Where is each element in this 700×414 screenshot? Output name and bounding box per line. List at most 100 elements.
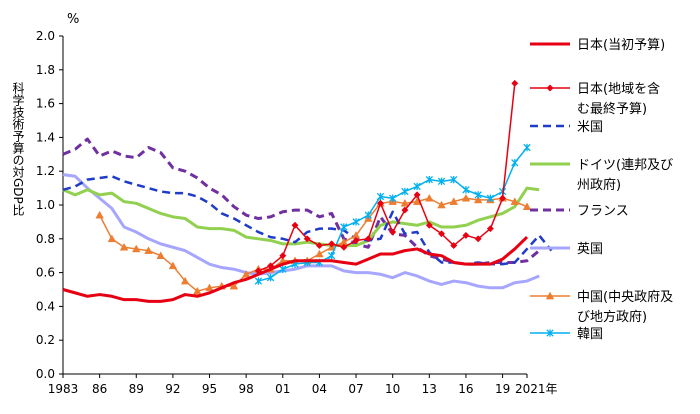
x-tick-label: 98 [239, 382, 254, 396]
legend-item-usa: 米国 [530, 120, 603, 135]
x-tick-label: 95 [202, 382, 217, 396]
y-tick-label: 2.0 [36, 29, 55, 43]
data-point-china [132, 244, 141, 253]
data-point-japan_local [425, 221, 433, 229]
y-tick-label: 1.6 [36, 97, 55, 111]
legend-label-japan_local: 日本(地域を含 [577, 81, 660, 97]
series-japan_local [254, 79, 519, 275]
data-point-korea [523, 143, 531, 152]
series-line-japan_local [258, 83, 516, 272]
y-tick-label: 1.2 [36, 164, 55, 178]
data-point-korea [340, 223, 348, 231]
axes: 0.0 0.2 0.4 0.6 0.8 1.0 1.2 1.4 1.6 1.8 2.0 1983 86 8… [36, 29, 558, 396]
x-tick-label: 1983 [48, 382, 79, 396]
data-point-korea [352, 218, 360, 226]
y-tick-label: 1.8 [36, 63, 55, 77]
series-line-japan [62, 236, 529, 303]
data-point-japan_local [401, 206, 409, 214]
data-point-japan_local [279, 252, 287, 260]
x-tick-label: 01 [275, 382, 290, 396]
y-tick-label: 0.0 [36, 367, 55, 381]
data-point-china [461, 193, 471, 202]
data-point-korea [279, 265, 287, 273]
series-korea [254, 143, 531, 285]
y-tick-label: 1.0 [36, 198, 55, 212]
data-point-china [119, 242, 129, 251]
data-point-korea [266, 273, 275, 282]
legend-marker-china [545, 291, 555, 300]
data-point-korea [425, 175, 433, 184]
x-tick-label: 16 [458, 382, 473, 396]
data-point-japan_local [437, 230, 446, 238]
y-tick-label: 0.2 [36, 333, 55, 347]
data-point-korea [462, 186, 470, 194]
data-point-japan_local [340, 243, 348, 251]
data-point-japan_local [303, 235, 311, 243]
x-tick-label: 04 [312, 382, 327, 396]
data-point-japan_local [462, 231, 470, 239]
legend-label-germany: ドイツ(連邦及び [577, 158, 673, 173]
legend-label-korea: 韓国 [577, 327, 603, 342]
data-point-china [400, 198, 410, 207]
data-point-china [425, 193, 434, 202]
series-line-germany [62, 186, 540, 248]
x-tick-label: 92 [165, 382, 180, 396]
data-point-china [510, 197, 520, 205]
x-tick-label: 07 [348, 382, 363, 396]
legend-label-china: 中国(中央政府及 [577, 290, 673, 305]
data-point-korea [376, 192, 385, 201]
data-point-china [168, 261, 178, 270]
x-tick-label: 13 [422, 382, 437, 396]
data-point-japan_local [328, 240, 336, 248]
data-point-korea [413, 182, 421, 191]
data-point-china [315, 249, 324, 258]
y-tick-label: 0.8 [36, 232, 55, 246]
y-tick-label: 0.4 [36, 299, 55, 313]
series-germany [62, 186, 540, 248]
data-point-china [473, 195, 483, 204]
data-point-china [156, 251, 165, 259]
data-point-japan_local [413, 191, 421, 199]
data-point-korea [486, 194, 495, 202]
x-tick-label: 19 [495, 382, 510, 396]
data-point-japan_local [291, 221, 299, 229]
data-point-china [180, 276, 190, 285]
x-tick-label: 89 [129, 382, 144, 396]
data-point-korea [437, 177, 446, 186]
series-line-uk [62, 173, 540, 290]
data-point-korea [327, 252, 336, 260]
data-point-korea [389, 194, 397, 202]
data-point-china [205, 283, 214, 292]
data-point-korea [364, 211, 372, 219]
legend-item-japan: 日本(当初予算) [530, 38, 665, 53]
series-japan [62, 236, 529, 303]
data-point-japan_local [499, 194, 507, 202]
y-tick-label: 1.4 [36, 130, 55, 144]
data-point-korea [254, 277, 263, 285]
data-point-korea [511, 159, 519, 167]
legend-marker-japan_local [546, 84, 554, 92]
data-point-china [95, 210, 104, 219]
data-point-china [229, 281, 239, 290]
data-point-japan_local [315, 242, 323, 250]
legend-label-china: び地方政府) [577, 309, 647, 325]
data-point-china [437, 200, 446, 209]
data-point-korea [474, 191, 482, 199]
data-point-japan_local [511, 79, 519, 87]
legend-label-uk: 英国 [577, 242, 603, 257]
series-layer [62, 79, 553, 303]
data-point-china [449, 197, 458, 205]
data-point-china [193, 286, 202, 295]
series-uk [62, 173, 540, 290]
data-point-japan_local [352, 236, 360, 245]
legend-item-uk: 英国 [530, 242, 603, 257]
x-tick-label: 10 [385, 382, 400, 396]
data-point-japan_local [376, 199, 385, 207]
x-tick-label: 2021年 [515, 382, 558, 396]
legend-label-japan_local: む最終予算) [577, 101, 647, 117]
